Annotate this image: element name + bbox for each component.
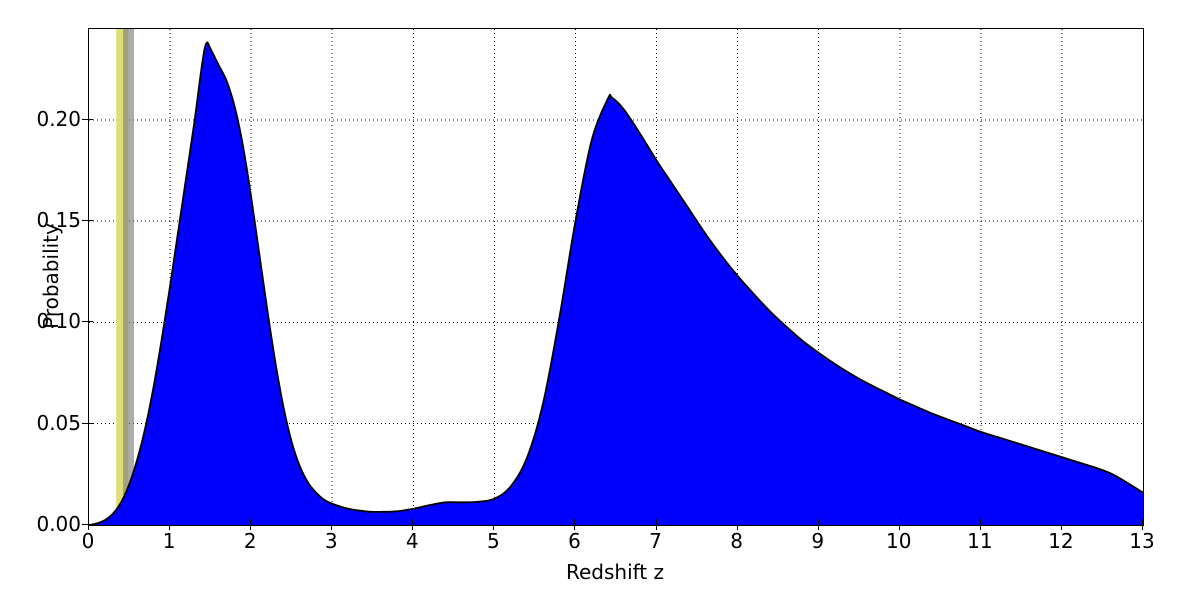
- plot-area: [88, 28, 1144, 526]
- x-tick-mark-inner: [493, 519, 495, 524]
- x-tick-mark-inner: [655, 519, 657, 524]
- x-tick-mark-inner: [331, 519, 333, 524]
- y-tick-mark: [82, 524, 88, 525]
- y-axis-tick-labels: 0.00 0.05 0.10 0.15 0.20: [0, 0, 81, 600]
- area-outline: [89, 41, 1143, 525]
- x-tick-mark-inner: [412, 519, 414, 524]
- x-tick-label: 12: [1048, 529, 1074, 553]
- x-tick-mark-inner: [898, 519, 900, 524]
- x-tick-mark-inner: [574, 519, 576, 524]
- x-tick-label: 13: [1129, 529, 1155, 553]
- x-tick-mark-inner: [1142, 519, 1143, 524]
- x-tick-mark-inner: [736, 519, 738, 524]
- y-tick-mark-inner: [88, 321, 93, 323]
- area-series-group: [89, 41, 1143, 525]
- x-tick-label: 11: [967, 529, 993, 553]
- y-tick-mark: [82, 118, 88, 120]
- x-tick-label: 1: [162, 529, 176, 553]
- y-tick-label: 0.20: [36, 106, 81, 131]
- x-tick-mark: [979, 524, 981, 530]
- x-tick-label: 5: [487, 529, 500, 553]
- y-tick-label: 0.05: [36, 410, 81, 435]
- x-tick-mark-inner: [1060, 519, 1062, 524]
- x-tick-label: 7: [649, 529, 662, 553]
- y-tick-mark-inner: [88, 118, 93, 120]
- x-tick-mark: [736, 524, 738, 530]
- x-tick-mark: [88, 524, 89, 530]
- x-tick-mark-inner: [250, 519, 252, 524]
- x-tick-mark-inner: [88, 519, 89, 524]
- x-tick-mark: [493, 524, 495, 530]
- x-tick-mark-inner: [169, 519, 171, 524]
- x-tick-mark: [574, 524, 576, 530]
- x-tick-label: 0: [81, 529, 95, 553]
- vertical-bands: [116, 29, 134, 525]
- y-tick-mark-inner: [88, 422, 93, 424]
- plot-svg: [89, 29, 1143, 525]
- y-tick-label: 0.00: [36, 512, 81, 536]
- x-tick-mark: [250, 524, 252, 530]
- y-tick-label: 0.10: [36, 309, 81, 334]
- x-tick-label: 3: [324, 529, 338, 553]
- y-tick-mark: [82, 422, 88, 424]
- x-tick-label: 8: [730, 529, 743, 553]
- y-tick-mark: [82, 321, 88, 323]
- x-tick-mark: [655, 524, 657, 530]
- x-tick-label: 10: [886, 529, 912, 553]
- x-tick-mark: [169, 524, 171, 530]
- x-tick-label: 9: [811, 529, 825, 553]
- x-tick-mark: [412, 524, 414, 530]
- y-tick-label: 0.15: [36, 208, 81, 233]
- x-tick-mark: [1060, 524, 1062, 530]
- x-tick-mark: [1142, 524, 1143, 530]
- y-tick-mark-inner: [88, 220, 93, 222]
- x-tick-mark-inner: [979, 519, 981, 524]
- vertical-band: [123, 29, 134, 525]
- area-fill: [89, 42, 1143, 525]
- x-tick-mark-inner: [817, 519, 819, 524]
- x-axis-label: Redshift z: [565, 560, 665, 584]
- x-tick-label: 6: [568, 529, 581, 553]
- y-tick-mark-inner: [88, 524, 93, 525]
- x-tick-mark: [331, 524, 333, 530]
- x-tick-mark: [898, 524, 900, 530]
- x-tick-label: 4: [405, 529, 419, 553]
- x-tick-label: 2: [243, 529, 257, 553]
- y-tick-mark: [82, 220, 88, 222]
- x-tick-mark: [817, 524, 819, 530]
